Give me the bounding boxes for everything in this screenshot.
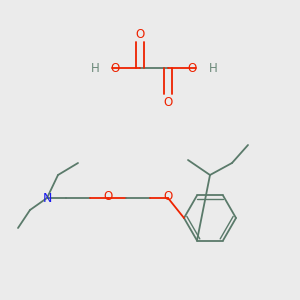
Text: O: O: [164, 95, 172, 109]
Text: O: O: [164, 190, 172, 203]
Text: O: O: [135, 28, 145, 40]
Text: O: O: [110, 61, 120, 74]
Text: H: H: [91, 61, 99, 74]
Text: O: O: [103, 190, 112, 203]
Text: O: O: [188, 61, 196, 74]
Text: H: H: [208, 61, 217, 74]
Text: N: N: [42, 191, 52, 205]
